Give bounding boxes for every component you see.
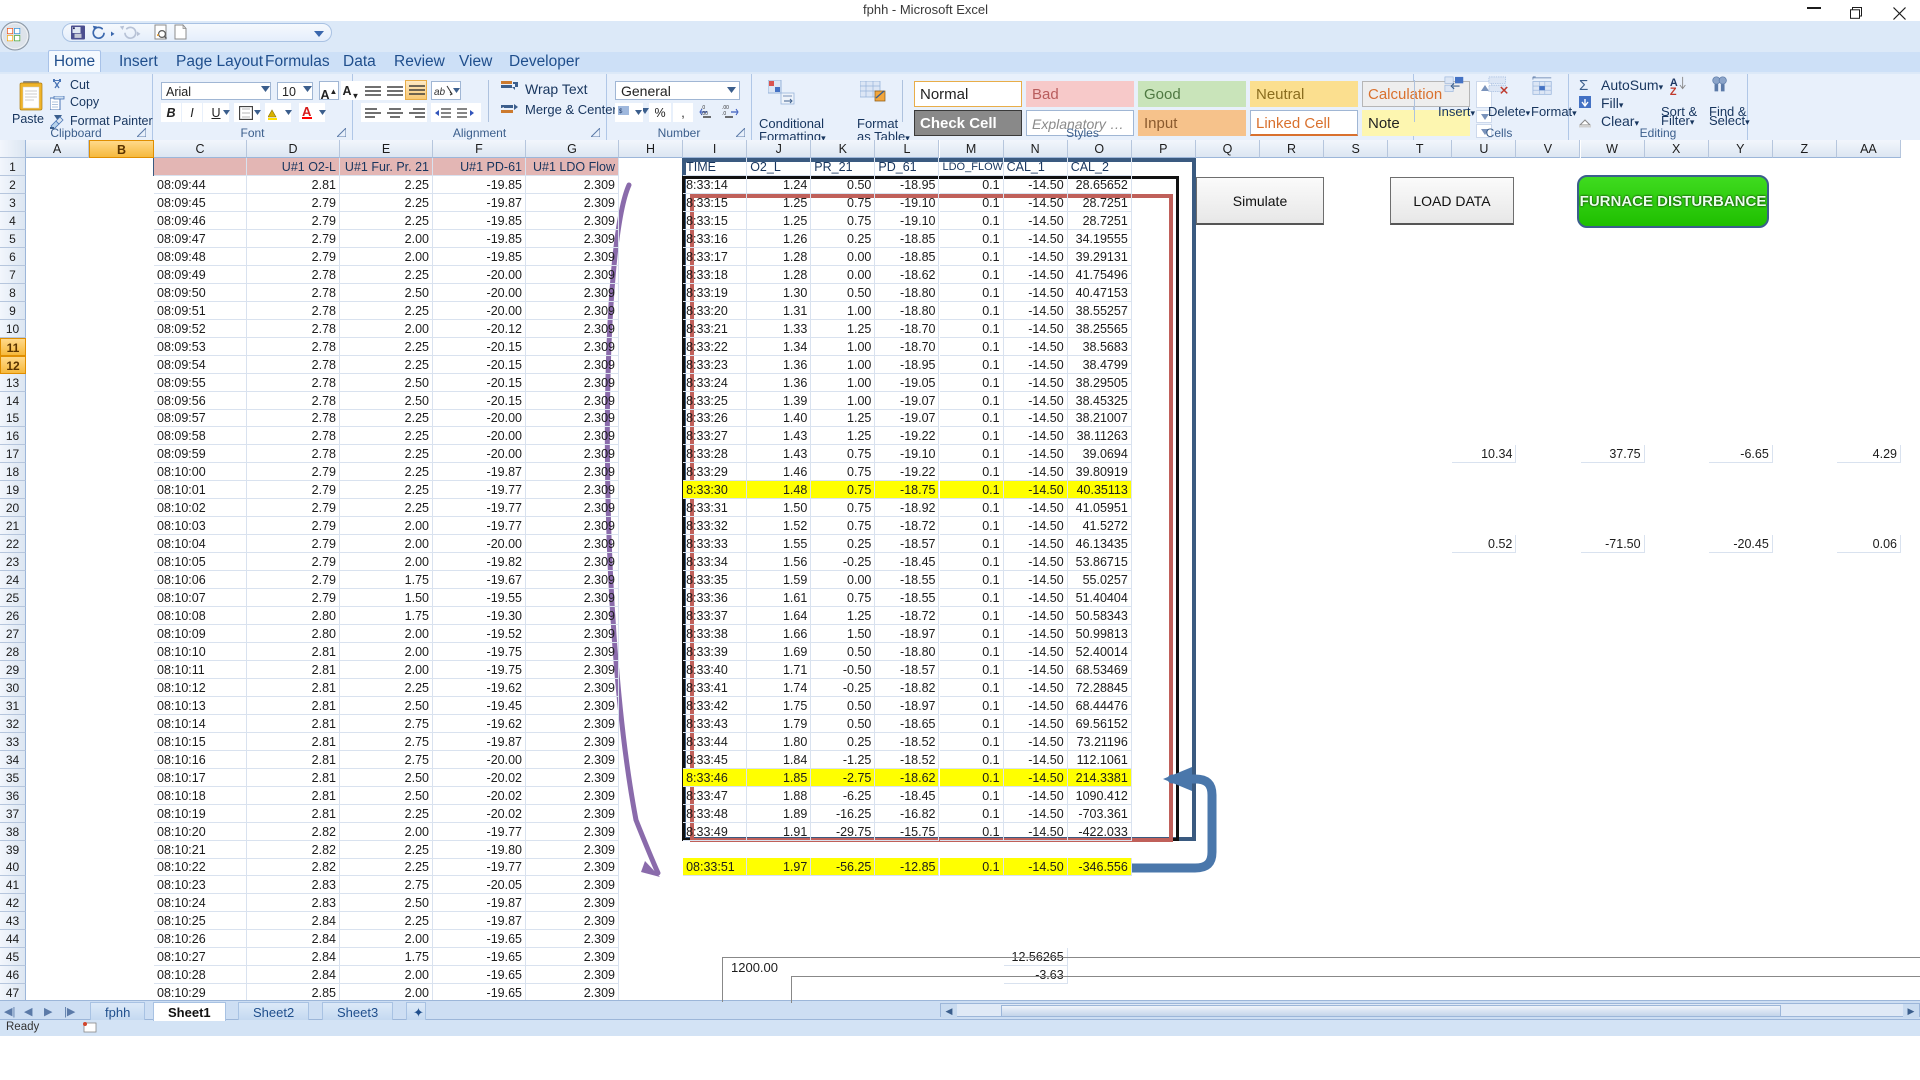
svg-text:Z: Z [1670,86,1677,95]
svg-text:.00: .00 [701,111,708,117]
svg-text:.0: .0 [722,111,726,117]
svg-text:ab: ab [434,87,446,98]
svg-text:Σ: Σ [1579,77,1588,93]
svg-text:A: A [302,105,312,119]
